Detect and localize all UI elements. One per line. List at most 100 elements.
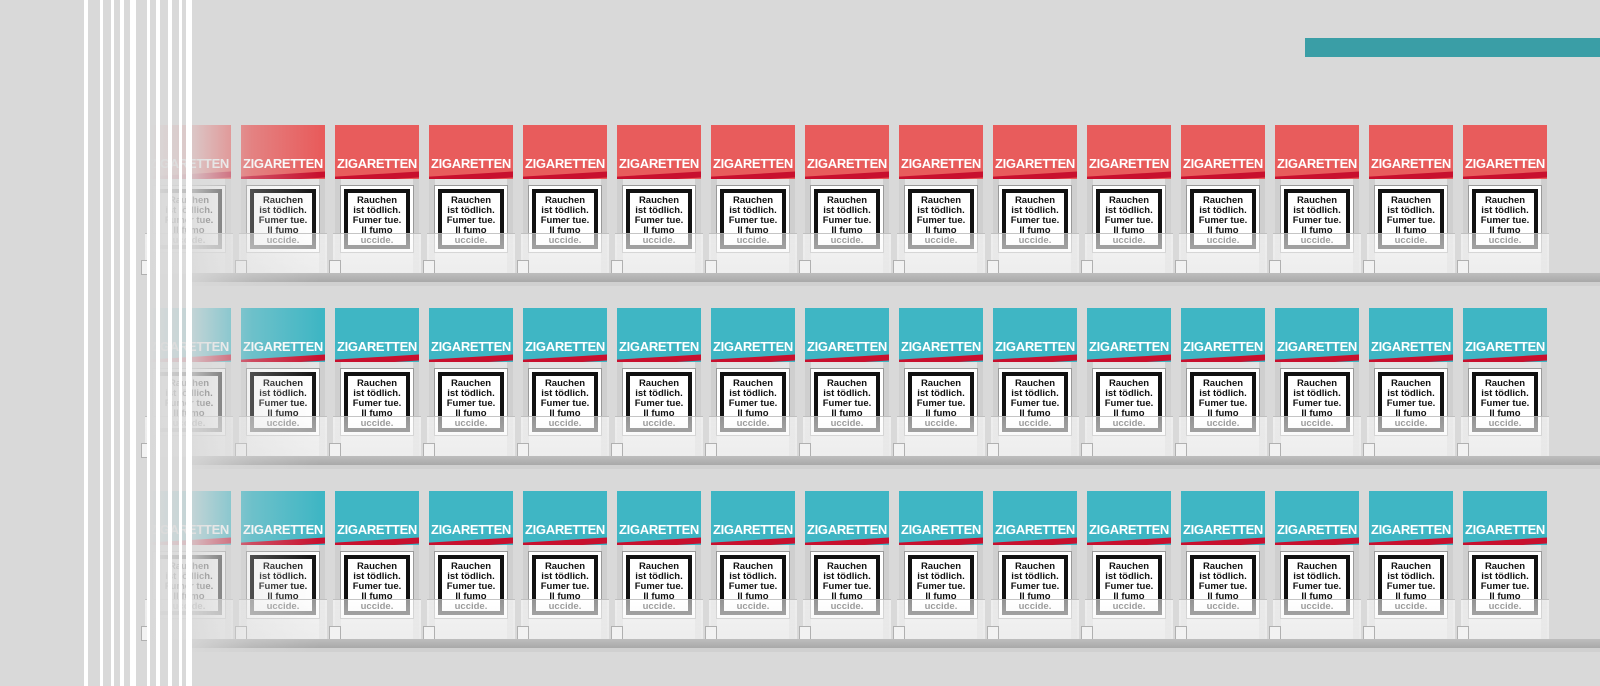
shelf-pusher-front bbox=[1273, 416, 1361, 457]
pack-stripe bbox=[805, 171, 889, 179]
pack-stripe bbox=[147, 537, 231, 545]
cigarette-pack: ZIGARETTEN Rauchen ist tödlich. Fumer tue… bbox=[705, 491, 797, 641]
pack-brand-label: ZIGARETTEN bbox=[242, 339, 324, 354]
pack-stripe bbox=[805, 354, 889, 362]
pack-lid: ZIGARETTEN bbox=[1087, 308, 1171, 362]
cigarette-pack: ZIGARETTEN Rauchen ist tödlich. Fumer tue… bbox=[893, 308, 985, 458]
pack-lid: ZIGARETTEN bbox=[1369, 491, 1453, 545]
cigarette-pack: ZIGARETTEN Rauchen ist tödlich. Fumer tue… bbox=[517, 491, 609, 641]
pack-stripe bbox=[1275, 537, 1359, 545]
pack-brand-label: ZIGARETTEN bbox=[994, 339, 1076, 354]
pack-lid: ZIGARETTEN bbox=[711, 308, 795, 362]
pack-side bbox=[1071, 179, 1077, 273]
pack-side bbox=[711, 362, 717, 456]
pack-stripe bbox=[711, 537, 795, 545]
pack-stripe bbox=[899, 171, 983, 179]
pack-side bbox=[413, 179, 419, 273]
pack-brand-label: ZIGARETTEN bbox=[618, 339, 700, 354]
pack-stripe bbox=[523, 537, 607, 545]
pack-side bbox=[507, 545, 513, 639]
shelf-pusher-front bbox=[239, 416, 327, 457]
pack-lid: ZIGARETTEN bbox=[1087, 491, 1171, 545]
pack-brand-label: ZIGARETTEN bbox=[618, 156, 700, 171]
pack-side bbox=[695, 362, 701, 456]
cigarette-pack: ZIGARETTEN Rauchen ist tödlich. Fumer tue… bbox=[1081, 125, 1173, 275]
pack-side bbox=[789, 362, 795, 456]
pack-side bbox=[1447, 362, 1453, 456]
pack-stripe bbox=[899, 354, 983, 362]
pack-lid: ZIGARETTEN bbox=[1275, 491, 1359, 545]
pack-stripe bbox=[711, 354, 795, 362]
shelf-pusher-front bbox=[239, 233, 327, 274]
cigarette-pack: ZIGARETTEN Rauchen ist tödlich. Fumer tue… bbox=[1269, 125, 1361, 275]
shelf-pusher-front bbox=[803, 233, 891, 274]
cigarette-pack: ZIGARETTEN Rauchen ist tödlich. Fumer tue… bbox=[235, 491, 327, 641]
shelf-pusher-front bbox=[1179, 416, 1267, 457]
cigarette-pack: ZIGARETTEN Rauchen ist tödlich. Fumer tue… bbox=[1269, 308, 1361, 458]
pack-side bbox=[1369, 362, 1375, 456]
pack-brand-label: ZIGARETTEN bbox=[994, 156, 1076, 171]
health-warning-box: Rauchen ist tödlich. Fumer tue. Il fumo … bbox=[1472, 372, 1538, 432]
pack-side bbox=[523, 545, 529, 639]
pusher-divider bbox=[141, 626, 153, 641]
pack-stripe bbox=[617, 171, 701, 179]
shelf-pusher-front bbox=[1273, 599, 1361, 640]
pack-side bbox=[1259, 179, 1265, 273]
pack-stripe bbox=[241, 354, 325, 362]
shelf-pusher-front bbox=[427, 233, 515, 274]
pack-stripe bbox=[1087, 171, 1171, 179]
pack-brand-label: ZIGARETTEN bbox=[242, 522, 324, 537]
pack-lid: ZIGARETTEN bbox=[523, 308, 607, 362]
pack-brand-label: ZIGARETTEN bbox=[430, 339, 512, 354]
pack-brand-label: ZIGARETTEN bbox=[430, 156, 512, 171]
cigarette-pack: ZIGARETTEN Rauchen ist tödlich. Fumer tue… bbox=[329, 125, 421, 275]
pack-stripe bbox=[429, 537, 513, 545]
pack-side bbox=[1165, 545, 1171, 639]
shelf-pusher-front bbox=[521, 233, 609, 274]
shelf-pusher-front bbox=[991, 599, 1079, 640]
pusher-divider bbox=[141, 260, 153, 275]
pack-side bbox=[601, 362, 607, 456]
cigarette-pack: ZIGARETTEN Rauchen ist tödlich. Fumer tue… bbox=[987, 491, 1079, 641]
pack-brand-label: ZIGARETTEN bbox=[148, 156, 230, 171]
cigarette-pack: ZIGARETTEN Rauchen ist tödlich. Fumer tue… bbox=[235, 308, 327, 458]
shelf-pusher-front bbox=[427, 599, 515, 640]
pack-side bbox=[601, 545, 607, 639]
pack-stripe bbox=[335, 354, 419, 362]
shelf-pusher-front bbox=[145, 599, 233, 640]
pack-stripe bbox=[147, 171, 231, 179]
shelf-pusher-front bbox=[615, 233, 703, 274]
cigarette-pack: ZIGARETTEN Rauchen ist tödlich. Fumer tue… bbox=[1363, 491, 1455, 641]
pack-side bbox=[335, 545, 341, 639]
shelf-pusher-front bbox=[521, 416, 609, 457]
pack-stripe bbox=[1275, 171, 1359, 179]
pack-lid: ZIGARETTEN bbox=[617, 491, 701, 545]
pack-side bbox=[899, 179, 905, 273]
pack-brand-label: ZIGARETTEN bbox=[524, 522, 606, 537]
shelf-pusher-front bbox=[1367, 416, 1455, 457]
pack-brand-label: ZIGARETTEN bbox=[1182, 339, 1264, 354]
pack-side bbox=[429, 179, 435, 273]
cigarette-pack: ZIGARETTEN Rauchen ist tödlich. Fumer tue… bbox=[141, 308, 233, 458]
pack-lid: ZIGARETTEN bbox=[1463, 491, 1547, 545]
cigarette-pack: ZIGARETTEN Rauchen ist tödlich. Fumer tue… bbox=[1363, 125, 1455, 275]
pack-brand-label: ZIGARETTEN bbox=[618, 522, 700, 537]
pack-lid: ZIGARETTEN bbox=[1181, 125, 1265, 179]
shelf-pusher-front bbox=[1461, 233, 1549, 274]
pack-brand-label: ZIGARETTEN bbox=[336, 522, 418, 537]
shelf-pusher-front bbox=[145, 233, 233, 274]
pack-side bbox=[1259, 545, 1265, 639]
pack-side bbox=[805, 362, 811, 456]
pack-stripe bbox=[1181, 537, 1265, 545]
pack-side bbox=[993, 362, 999, 456]
pack-side bbox=[1275, 545, 1281, 639]
cigarette-pack: ZIGARETTEN Rauchen ist tödlich. Fumer tue… bbox=[1081, 491, 1173, 641]
shelf-pusher-front bbox=[1179, 599, 1267, 640]
pack-lid: ZIGARETTEN bbox=[899, 308, 983, 362]
pack-brand-label: ZIGARETTEN bbox=[1276, 522, 1358, 537]
pack-side bbox=[335, 362, 341, 456]
pack-stripe bbox=[711, 171, 795, 179]
pack-side bbox=[1541, 179, 1547, 273]
pack-lid: ZIGARETTEN bbox=[993, 308, 1077, 362]
pack-stripe bbox=[993, 354, 1077, 362]
